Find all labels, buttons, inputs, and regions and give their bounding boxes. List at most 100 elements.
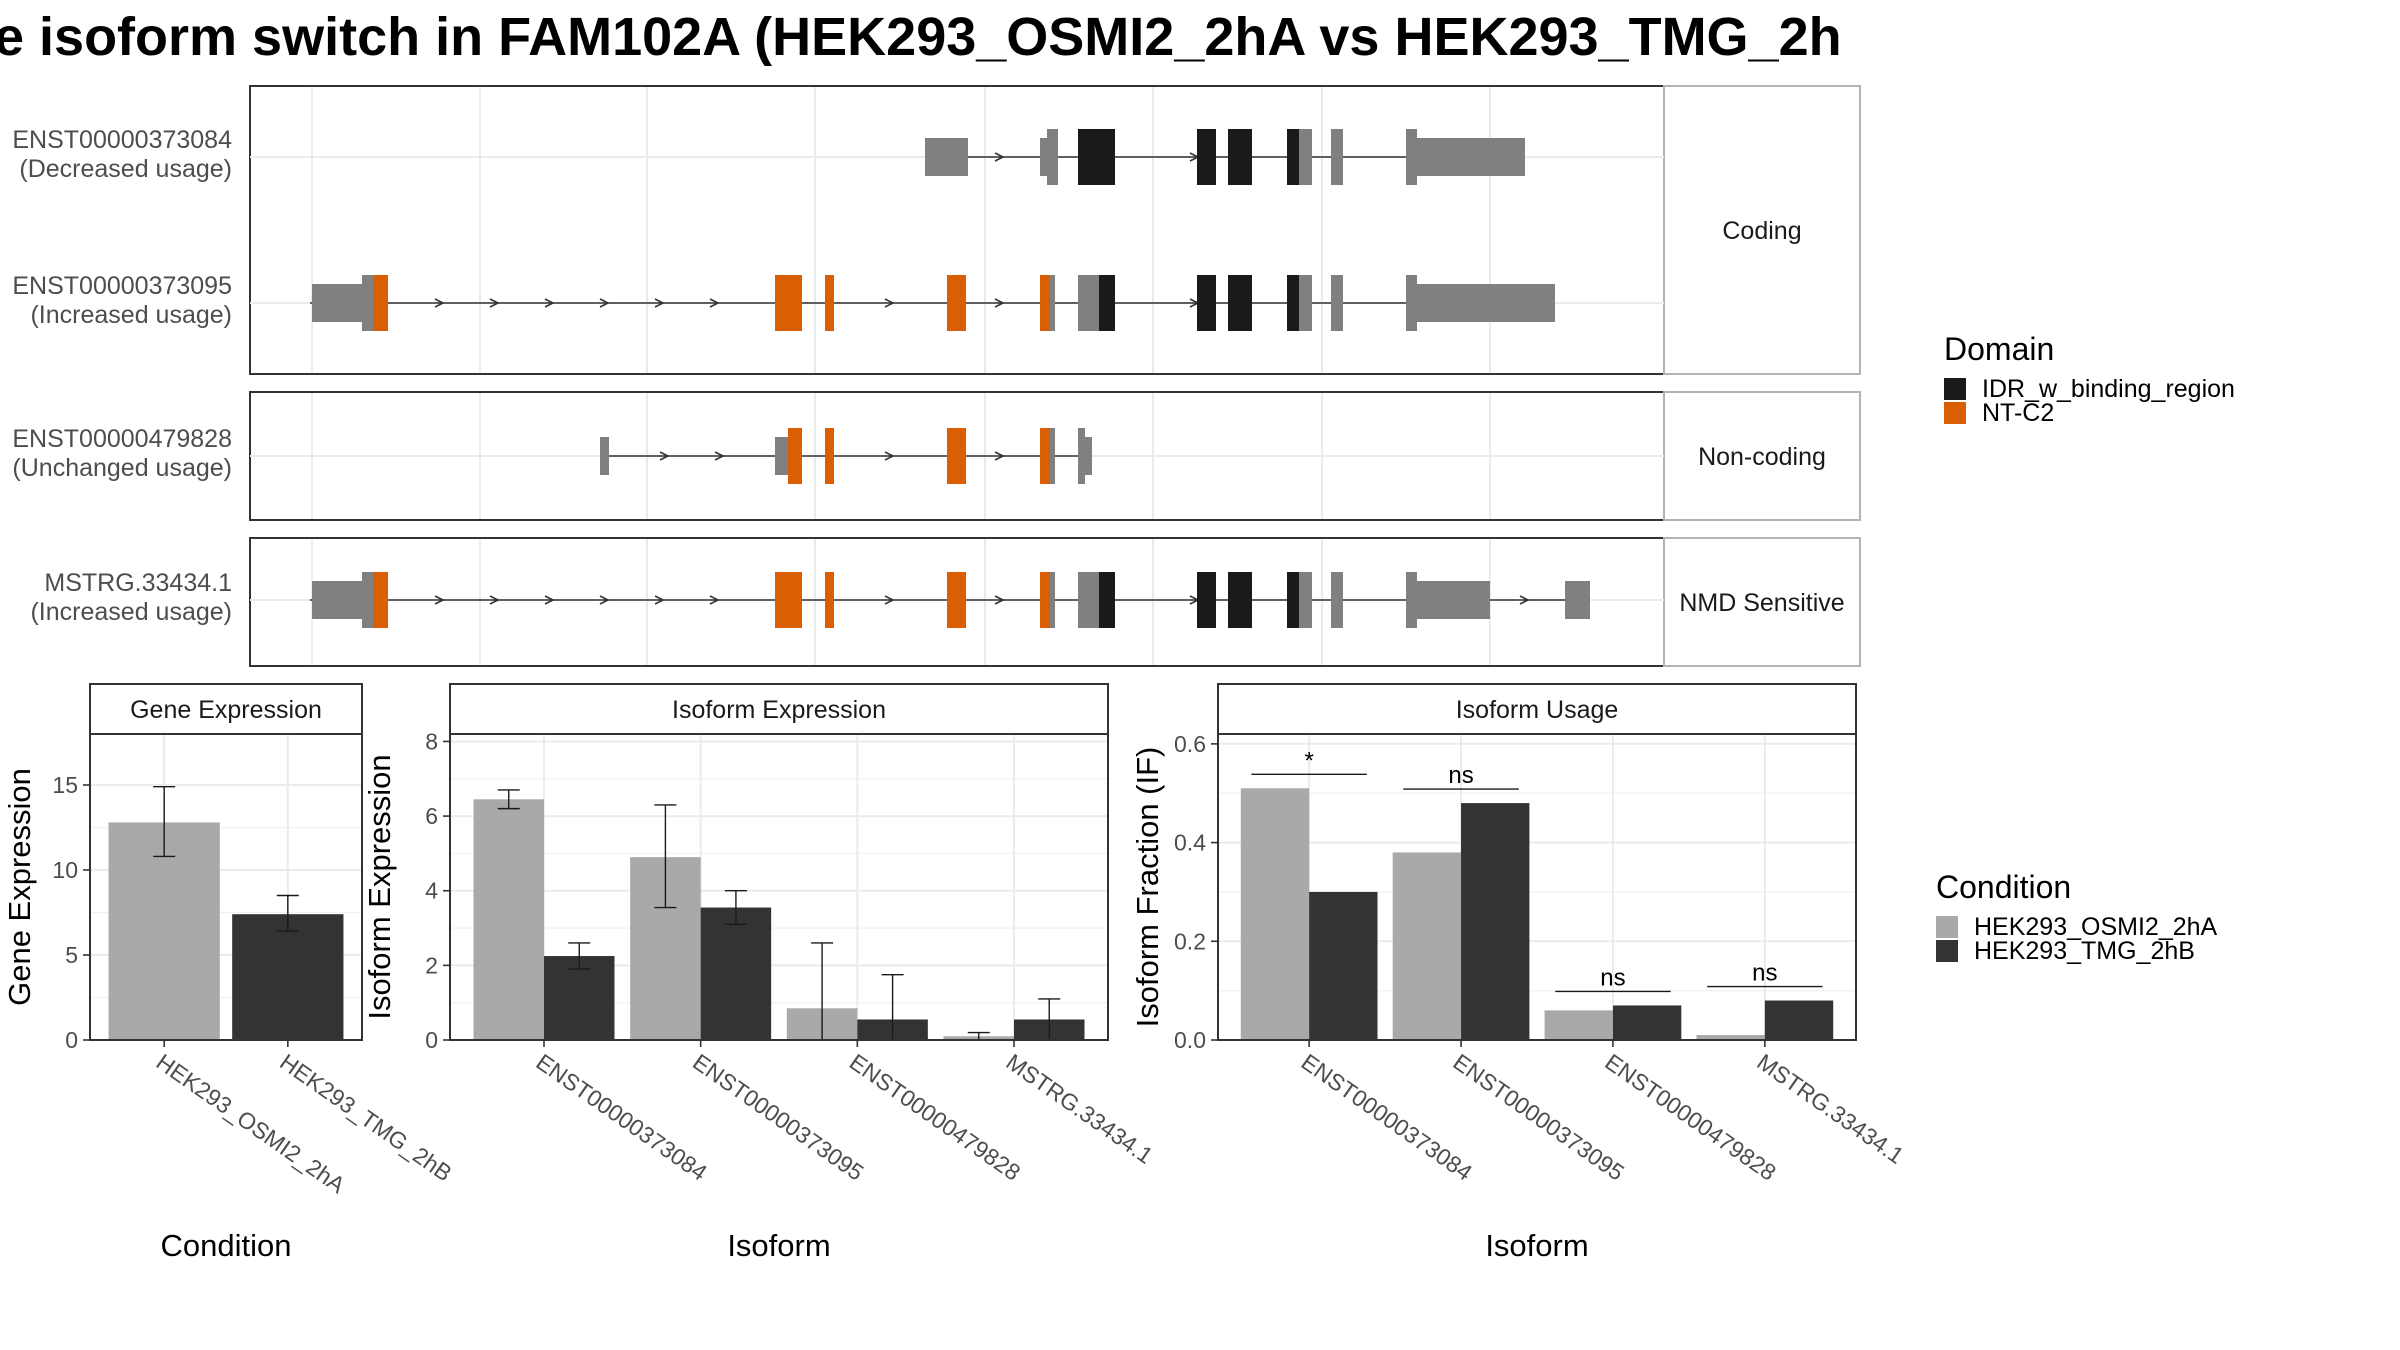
exon: [1417, 138, 1525, 176]
exon: [1078, 572, 1099, 628]
exon-nt-c2-domain: [947, 275, 966, 331]
exon-idr-binding-region: [1099, 572, 1115, 628]
exon: [1078, 275, 1099, 331]
exon-idr-binding-region: [1287, 275, 1299, 331]
exon: [312, 284, 365, 322]
intron-direction-arrow: [489, 595, 500, 605]
exon: [1040, 138, 1050, 176]
transcript-usage-label: (Increased usage): [30, 301, 232, 329]
legend-swatch: [1944, 402, 1966, 424]
x-axis-title: Isoform: [727, 1228, 830, 1263]
intron-direction-arrow: [714, 451, 725, 461]
transcript-id-label: ENST00000373095: [12, 272, 232, 300]
intron-direction-arrow: [994, 451, 1005, 461]
exon: [1078, 428, 1085, 484]
exon: [1085, 437, 1092, 475]
intron-direction-arrow: [994, 298, 1005, 308]
y-axis-title: Isoform Expression: [362, 754, 397, 1019]
legend-label: NT-C2: [1982, 399, 2054, 427]
exon-idr-binding-region: [1197, 275, 1216, 331]
exon: [1299, 129, 1312, 185]
bar: [1240, 788, 1310, 1040]
intron-direction-arrow: [599, 595, 610, 605]
intron-direction-arrow: [544, 595, 555, 605]
bar: [544, 956, 615, 1040]
exon-idr-binding-region: [1228, 572, 1252, 628]
exon: [1565, 581, 1590, 619]
y-tick-label: 10: [52, 857, 78, 883]
exon: [1047, 129, 1058, 185]
bar: [1461, 803, 1530, 1040]
exon-nt-c2-domain: [1040, 572, 1050, 628]
facet-label-0: Coding: [1722, 217, 1801, 245]
bar: [1612, 1005, 1682, 1040]
y-axis-title: Isoform Fraction (IF): [1130, 747, 1165, 1028]
legend-swatch: [1944, 378, 1966, 400]
y-tick-label: 4: [425, 878, 438, 904]
exon-idr-binding-region: [1197, 572, 1216, 628]
intron-direction-arrow: [709, 595, 720, 605]
y-tick-label: 0: [65, 1027, 78, 1053]
chart-title-strip: [449, 683, 1109, 735]
significance-label: ns: [1600, 964, 1625, 991]
intron-direction-arrow: [884, 451, 895, 461]
chart-title: Gene Expression: [130, 696, 322, 724]
exon-nt-c2-domain: [775, 572, 802, 628]
intron-direction-arrow: [489, 298, 500, 308]
exon-idr-binding-region: [1287, 572, 1299, 628]
y-tick-label: 0: [425, 1027, 438, 1053]
bar: [700, 907, 772, 1040]
bar: [1764, 1000, 1834, 1040]
exon-idr-binding-region: [1197, 129, 1216, 185]
exon-idr-binding-region: [1228, 129, 1252, 185]
intron-direction-arrow: [654, 298, 665, 308]
exon-idr-binding-region: [1078, 129, 1115, 185]
legend-title: Condition: [1936, 869, 2071, 905]
exon-nt-c2-domain: [1040, 275, 1050, 331]
exon-nt-c2-domain: [825, 275, 834, 331]
y-tick-label: 6: [425, 803, 438, 829]
exon: [775, 437, 788, 475]
exon-nt-c2-domain: [947, 572, 966, 628]
exon: [1299, 275, 1312, 331]
x-tick-label: MSTRG.33434.1: [1001, 1049, 1157, 1169]
facet-label-1: Non-coding: [1698, 443, 1826, 471]
intron-direction-arrow: [654, 595, 665, 605]
facet-label-2: NMD Sensitive: [1679, 589, 1844, 617]
intron-direction-arrow: [434, 298, 445, 308]
facet-strip: [1663, 537, 1861, 667]
exon: [600, 437, 609, 475]
intron-direction-arrow: [709, 298, 720, 308]
exon-nt-c2-domain: [374, 275, 388, 331]
exon: [1331, 572, 1343, 628]
bar: [232, 914, 344, 1040]
exon-idr-binding-region: [1287, 129, 1299, 185]
transcript-id-label: ENST00000373084: [12, 126, 232, 154]
y-tick-label: 0.2: [1174, 928, 1206, 954]
legend-label: HEK293_OSMI2_2hA: [1974, 913, 2218, 941]
exon-nt-c2-domain: [825, 572, 834, 628]
intron-direction-arrow: [544, 298, 555, 308]
y-tick-label: 0.6: [1174, 731, 1206, 757]
y-tick-label: 8: [425, 728, 438, 754]
x-tick-label: ENST00000479828: [845, 1049, 1025, 1186]
intron-direction-arrow: [994, 595, 1005, 605]
legend-title: Domain: [1944, 331, 2054, 367]
exon: [1050, 428, 1055, 484]
exon: [925, 138, 968, 176]
x-tick-label: ENST00000373084: [531, 1049, 712, 1186]
transcript-usage-label: (Increased usage): [30, 598, 232, 626]
bar: [108, 822, 220, 1040]
exon-nt-c2-domain: [1040, 428, 1050, 484]
x-axis-title: Isoform: [1485, 1228, 1588, 1263]
exon: [1406, 572, 1417, 628]
exon: [362, 572, 374, 628]
legend-swatch: [1936, 916, 1958, 938]
y-tick-label: 0.4: [1174, 830, 1206, 856]
transcript-id-label: ENST00000479828: [12, 425, 232, 453]
exon: [1050, 572, 1055, 628]
